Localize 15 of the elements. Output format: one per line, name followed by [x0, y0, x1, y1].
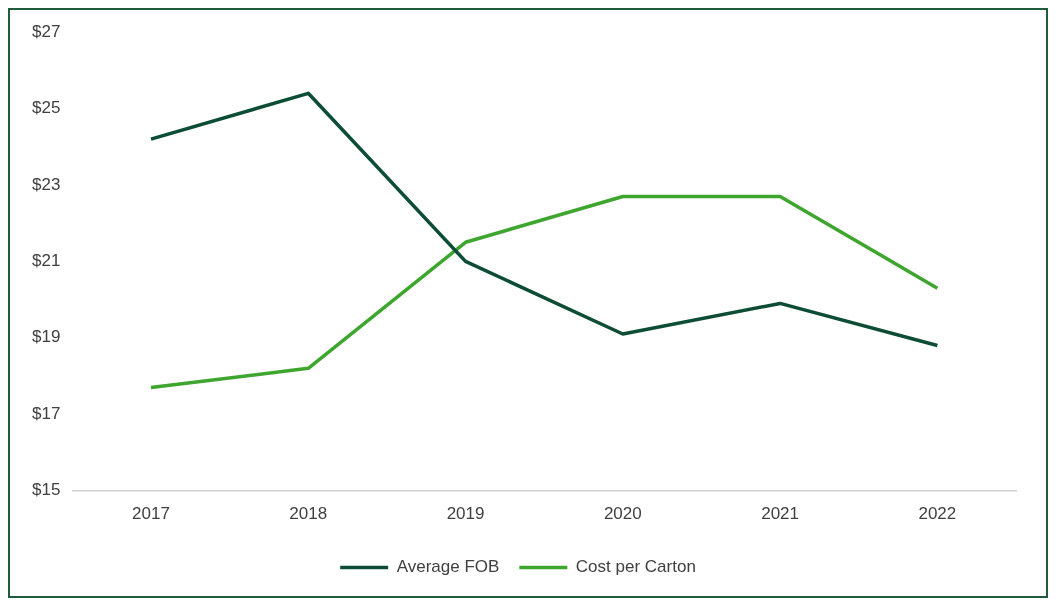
y-tick-label: $21 — [31, 251, 61, 271]
y-tick-label: $25 — [31, 98, 61, 118]
y-tick-label: $23 — [31, 174, 61, 194]
y-tick-label: $15 — [31, 480, 61, 500]
legend-label: Average FOB — [396, 557, 500, 577]
x-tick-label: 2019 — [446, 504, 485, 524]
x-tick-label: 2022 — [918, 504, 957, 524]
y-tick-label: $17 — [31, 403, 61, 423]
x-tick-label: 2020 — [603, 504, 642, 524]
x-tick-label: 2018 — [289, 504, 328, 524]
x-tick-label: 2021 — [761, 504, 800, 524]
y-tick-label: $19 — [31, 327, 61, 347]
legend-label: Cost per Carton — [575, 557, 696, 577]
x-tick-label: 2017 — [132, 504, 170, 524]
y-tick-label: $27 — [31, 21, 61, 41]
